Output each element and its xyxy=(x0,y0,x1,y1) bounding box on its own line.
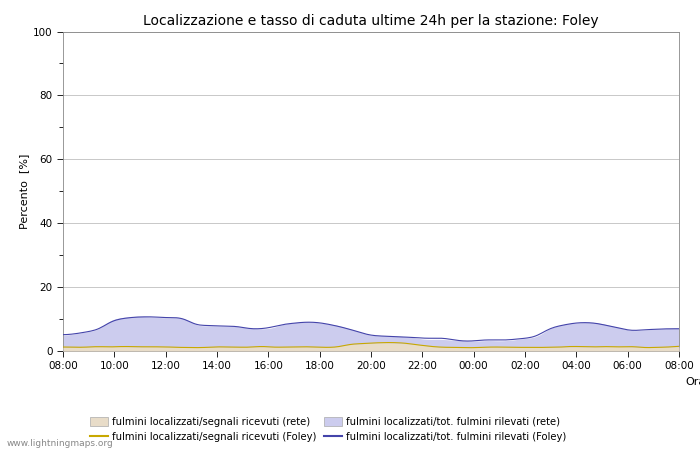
Text: Orario: Orario xyxy=(685,377,700,387)
Text: www.lightningmaps.org: www.lightningmaps.org xyxy=(7,439,113,448)
Legend: fulmini localizzati/segnali ricevuti (rete), fulmini localizzati/segnali ricevut: fulmini localizzati/segnali ricevuti (re… xyxy=(90,417,566,442)
Title: Localizzazione e tasso di caduta ultime 24h per la stazione: Foley: Localizzazione e tasso di caduta ultime … xyxy=(144,14,598,27)
Y-axis label: Percento  [%]: Percento [%] xyxy=(19,153,29,229)
